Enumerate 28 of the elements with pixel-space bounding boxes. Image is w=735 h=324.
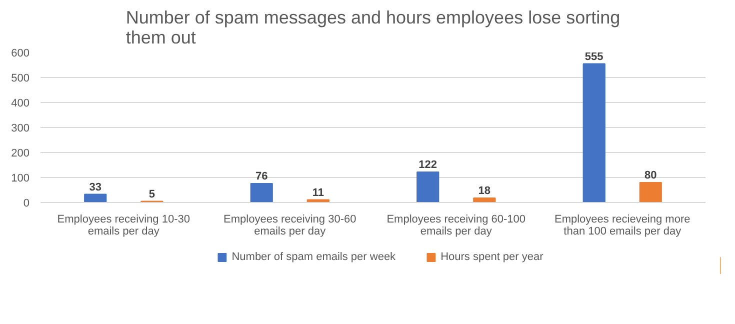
- bar: [416, 172, 440, 202]
- bar: [639, 182, 662, 202]
- y-tick-label: 300: [11, 122, 30, 134]
- legend-label: Number of spam emails per week: [232, 251, 396, 263]
- bar: [250, 183, 273, 202]
- y-tick-label: 0: [23, 198, 30, 210]
- y-tick-label: 600: [11, 48, 30, 60]
- y-tick-label: 200: [11, 148, 30, 160]
- x-tick-label: Employees receiving 30-60 emails per day: [224, 214, 356, 238]
- data-label: 11: [312, 186, 324, 199]
- x-tick-label: Employees receiving 10-30 emails per day: [57, 214, 190, 238]
- data-label: 80: [644, 170, 657, 182]
- data-label: 76: [255, 170, 268, 182]
- data-label: 122: [418, 159, 438, 171]
- chart-title: Number of spam messages and hours employees lose sorting them out: [126, 8, 620, 48]
- x-tick-label: Employees recieveing more than 100 emails per day: [554, 214, 690, 238]
- y-tick-label: 100: [11, 172, 30, 184]
- legend-label: Hours spent per year: [440, 251, 544, 263]
- data-label: 33: [89, 181, 102, 194]
- data-label: 18: [478, 185, 491, 197]
- bar: [84, 194, 107, 202]
- y-tick-label: 500: [11, 72, 30, 84]
- x-tick-label: Employees receiving 60-100 emails per day: [386, 214, 526, 238]
- y-tick-label: 400: [11, 98, 30, 110]
- bar: [582, 63, 606, 202]
- data-label: 555: [584, 50, 604, 63]
- data-label: 5: [148, 188, 155, 200]
- bar: [473, 198, 496, 202]
